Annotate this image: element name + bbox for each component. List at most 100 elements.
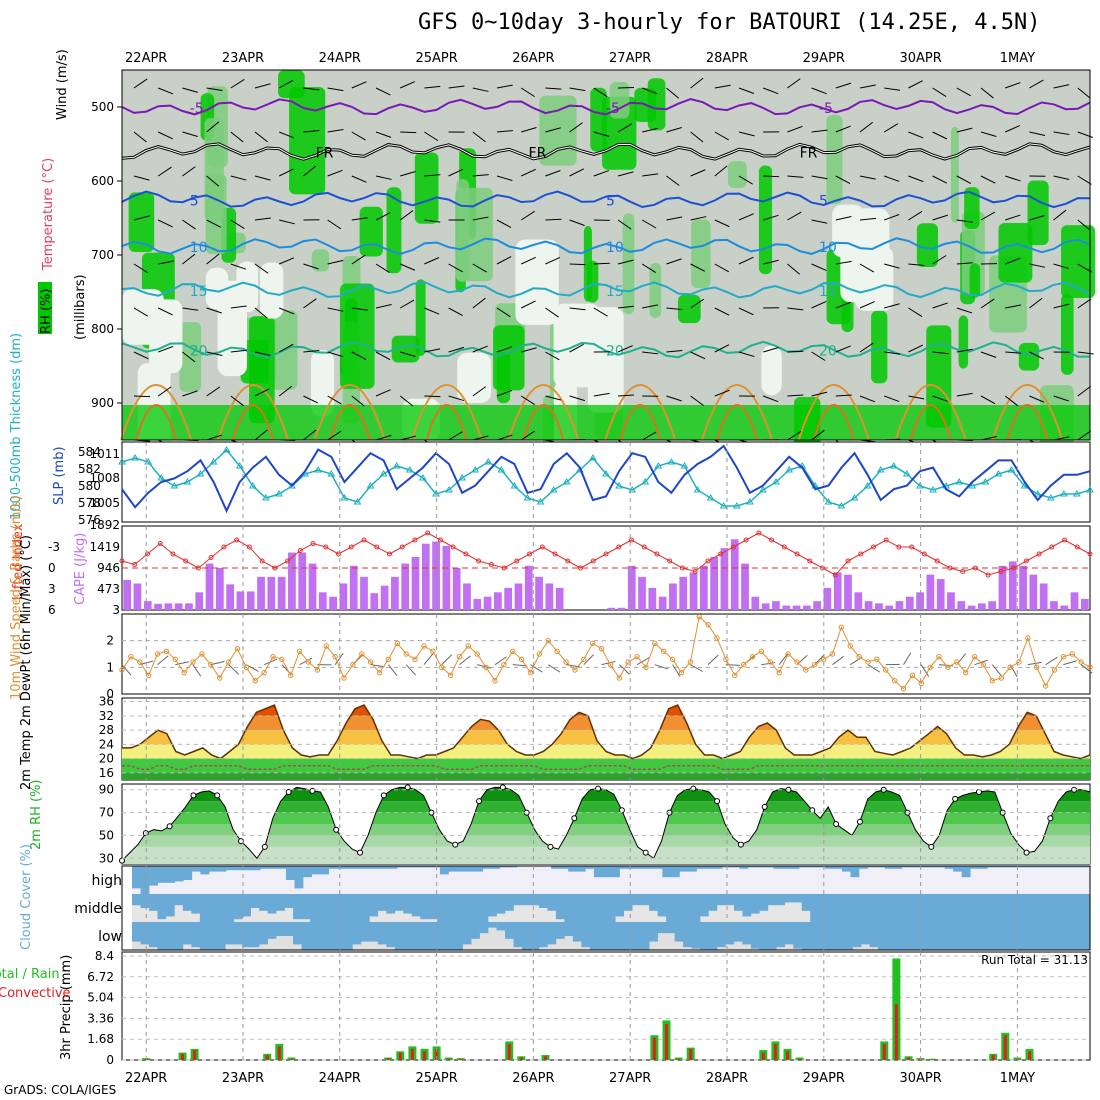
- cloud-bar-low: [996, 922, 1006, 950]
- cape-bar: [195, 592, 204, 610]
- cloud-bar-middle: [191, 894, 201, 914]
- chart-title: GFS 0~10day 3-hourly for BATOURI (14.25E…: [418, 10, 1041, 35]
- thickness-tick-label: 584: [78, 445, 101, 459]
- cloud-bar-middle: [767, 894, 777, 906]
- thickness-point: [209, 458, 218, 465]
- lifted-index-point: [1087, 551, 1093, 557]
- rh-band: [122, 824, 1090, 836]
- precip-panel: 8.4 6.72 5.04 3.36 1.68 0 Run Total = 31.13 3hr…: [0, 949, 1091, 1067]
- cloud-bar-high: [1081, 866, 1091, 868]
- cloud-bar-low: [538, 922, 548, 948]
- rh-point: [547, 843, 554, 850]
- lifted-index-point: [985, 572, 991, 578]
- cloud-bar-middle: [182, 894, 192, 911]
- cloud-bar-low: [767, 922, 777, 950]
- wind10m-point: [1060, 653, 1067, 660]
- wind-barb: [859, 395, 876, 403]
- date-label-bottom: 30APR: [899, 1071, 941, 1086]
- wind-barb: [1053, 131, 1070, 135]
- lifted-index-point: [552, 551, 558, 557]
- wind-barb: [569, 87, 586, 92]
- cape-bar: [339, 583, 348, 610]
- cloud-bar-high: [636, 866, 646, 869]
- cloud-bar-high: [559, 866, 569, 869]
- precip-convective-bar: [931, 1059, 935, 1060]
- wind10m-barb: [707, 654, 719, 666]
- ytick-label: 500: [91, 100, 114, 114]
- lifted-index-point: [132, 562, 138, 567]
- date-label-top: 26APR: [512, 51, 554, 66]
- cloud-bar-middle: [394, 894, 404, 911]
- cloud-bar-high: [422, 866, 432, 868]
- thickness-point: [837, 502, 846, 509]
- wind-barb: [763, 214, 779, 221]
- cloud-bar-high: [191, 866, 201, 872]
- cloud-bar-low: [403, 922, 413, 950]
- precip-legend-total: Total / Rain: [0, 967, 60, 982]
- wind-barb: [593, 87, 608, 98]
- cloud-bar-middle: [437, 894, 446, 922]
- wind-barb: [714, 307, 730, 316]
- cloud-bar-middle: [1056, 894, 1065, 922]
- cape-bar: [215, 568, 224, 610]
- wind-barb: [545, 218, 562, 221]
- cloud-bar-low: [182, 922, 192, 945]
- wind-barb: [496, 175, 513, 181]
- precip-convective-bar: [265, 1055, 269, 1060]
- wind-barb: [617, 345, 633, 353]
- thickness-point: [850, 494, 859, 501]
- wind-barb: [230, 349, 247, 353]
- lifted-index-point: [386, 551, 392, 557]
- wind-barb: [254, 217, 271, 221]
- cape-bar: [967, 605, 976, 610]
- cloud-bar-middle: [352, 894, 362, 922]
- lifted-index-point: [374, 544, 380, 550]
- cloud-bar-low: [564, 922, 574, 936]
- cloud-bar-high: [166, 866, 176, 883]
- wind-barb: [424, 348, 441, 353]
- cloud-bar-low: [496, 922, 506, 931]
- isotherm-label: -5: [190, 101, 204, 117]
- wind10m-point: [439, 664, 445, 671]
- wind-barb: [520, 395, 535, 405]
- wind-barb: [448, 263, 463, 273]
- cape-bar: [463, 583, 471, 610]
- wind-barb: [641, 219, 657, 229]
- rh-patch: [128, 192, 155, 253]
- lifted-index-point: [781, 544, 787, 550]
- thickness-point: [641, 478, 650, 485]
- isotherm-label: FR: [529, 145, 547, 161]
- cloud-bar-low: [589, 922, 599, 950]
- warm-contour: [507, 384, 580, 441]
- cape-bar: [741, 563, 749, 610]
- wind-barb: [980, 298, 995, 309]
- cloud-bar-middle: [589, 894, 599, 922]
- wind-barb: [496, 256, 512, 265]
- thickness-point: [902, 470, 911, 477]
- lifted-index-point: [183, 558, 189, 564]
- precip-tick-label: 5.04: [87, 991, 114, 1005]
- rh-point: [737, 841, 744, 848]
- date-label-bottom: 22APR: [125, 1071, 167, 1086]
- precip-convective-bar: [423, 1051, 426, 1060]
- cloud-bar-low: [411, 922, 421, 950]
- warm-contour: [797, 384, 870, 441]
- wind-barb: [520, 210, 535, 221]
- wind-barb: [182, 351, 196, 363]
- cape-tick-label: 1419: [89, 540, 120, 554]
- cloud-bar-middle: [572, 894, 582, 922]
- wind-barb: [375, 389, 391, 397]
- lifted-index-point: [909, 544, 915, 550]
- warm-contour: [120, 384, 193, 441]
- wind-barb: [932, 214, 948, 221]
- cloud-bar-middle: [776, 894, 786, 906]
- cloud-bar-high: [585, 866, 595, 869]
- lifted-index-point: [934, 558, 940, 564]
- lifted-index-point: [539, 544, 545, 550]
- precip-tick-label: 1.68: [87, 1032, 114, 1046]
- rh-patch: [339, 283, 375, 389]
- slp-ylabel: SLP (mb): [52, 446, 67, 505]
- thickness-point: [248, 482, 257, 489]
- wind-barb: [1053, 395, 1069, 402]
- date-label-top: 25APR: [415, 51, 457, 66]
